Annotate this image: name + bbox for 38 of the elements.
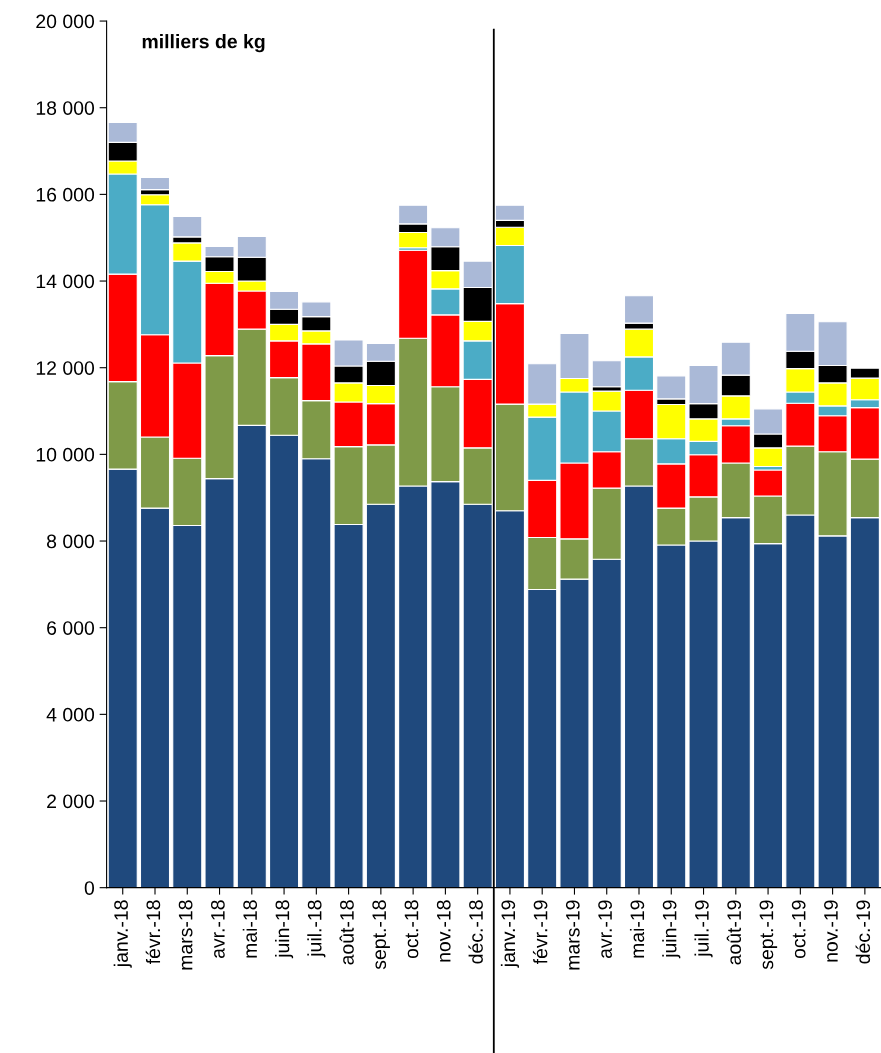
bar [139,176,171,191]
x-tick-label: févr.-19 [532,900,548,965]
x-tick-label: févr.-18 [145,900,161,965]
x-tick-label: mars-18 [178,900,193,970]
x-tick-label: juil.-19 [694,900,713,958]
x-tick-label: mai-18 [242,900,258,958]
x-tick-label: déc.-19 [855,900,871,964]
x-tick-label: oct.-19 [791,900,806,959]
bar [591,360,622,388]
y-tick-label: 16 000 [36,187,95,202]
x-tick-label: nov.-18 [436,900,451,962]
x-tick-label: janv.-18 [113,900,132,968]
x-tick-label: déc.-18 [468,900,483,964]
x-tick-label: sept.-19 [759,900,778,970]
y-tick-label: 8 000 [46,534,95,549]
x-tick-label: août-19 [726,900,742,965]
x-tick-label: juin-18 [275,900,294,959]
text: milliers de kg [142,34,265,53]
y-tick-label: 18 000 [36,101,95,115]
x-tick-label: nov.-19 [824,900,838,962]
x-tick-label: mars-19 [565,900,580,970]
y-tick-label: 6 000 [47,621,95,635]
y-tick-label: 12 000 [36,361,95,375]
x-tick-label: juil.-18 [307,900,326,958]
x-tick-label: sept.-18 [372,900,390,970]
y-tick-label: 4 000 [46,707,95,722]
y-tick-label: 20 000 [36,14,95,29]
x-tick-label: janv.-19 [500,900,519,968]
x-tick-label: oct.-18 [404,900,419,959]
x-tick-label: avr.-18 [210,900,225,959]
x-tick-label: mai-19 [629,900,645,958]
y-tick-label: 10 000 [36,447,95,462]
y-tick-label: 2 000 [47,794,95,809]
x-tick-label: juin-19 [662,900,681,959]
x-tick-label: avr.-19 [598,900,612,959]
y-tick-label: 0 [84,881,95,895]
x-tick-label: août-18 [339,900,354,965]
y-tick-label: 14 000 [36,274,95,289]
